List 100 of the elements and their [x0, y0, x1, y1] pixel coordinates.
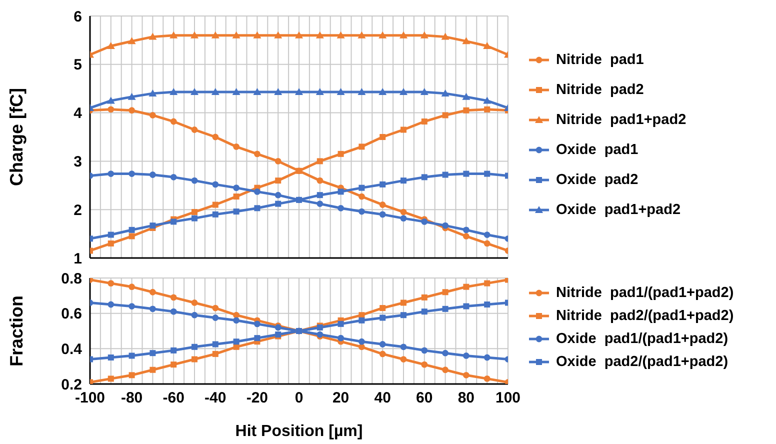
- point: [358, 31, 366, 38]
- point: [420, 88, 428, 95]
- point: [170, 118, 177, 125]
- point: [190, 31, 198, 38]
- point: [212, 304, 219, 312]
- point: [400, 312, 406, 318]
- point: [358, 338, 365, 345]
- point: [442, 172, 448, 178]
- point: [380, 305, 386, 312]
- point: [128, 303, 135, 310]
- point: [254, 335, 260, 342]
- point: [358, 88, 366, 95]
- point: [483, 96, 492, 104]
- point: [191, 177, 198, 184]
- point: [380, 314, 386, 321]
- point: [462, 92, 470, 100]
- point: [274, 158, 282, 164]
- point: [108, 170, 114, 177]
- point: [233, 194, 240, 200]
- point: [148, 32, 157, 40]
- point: [108, 301, 114, 308]
- point: [150, 306, 156, 312]
- point: [400, 344, 407, 350]
- x-tick-label: 60: [416, 390, 433, 407]
- y-axis-title: Fraction: [6, 295, 26, 367]
- point: [212, 314, 219, 321]
- legend-label: Oxide pad1+pad2: [556, 202, 681, 218]
- point: [463, 284, 470, 290]
- point: [128, 226, 135, 233]
- point: [108, 240, 114, 246]
- point: [212, 202, 218, 208]
- point: [128, 352, 135, 359]
- point: [296, 168, 302, 174]
- point: [128, 107, 135, 114]
- point: [128, 233, 135, 240]
- point: [192, 344, 198, 350]
- point: [484, 280, 490, 286]
- point: [358, 184, 365, 191]
- x-tick-label: 0: [294, 390, 304, 407]
- x-axis-title: Hit Position [µm]: [235, 423, 363, 440]
- point: [358, 312, 365, 318]
- point: [421, 174, 428, 180]
- point: [336, 31, 345, 38]
- point: [106, 42, 115, 50]
- point: [421, 118, 428, 125]
- point: [338, 334, 344, 342]
- y-tick-label: 5: [74, 56, 82, 74]
- point: [338, 204, 344, 212]
- point: [421, 294, 428, 300]
- point: [400, 31, 408, 38]
- point: [170, 218, 177, 225]
- point: [170, 294, 177, 301]
- point: [316, 158, 323, 164]
- legend-label: Oxide pad2/(pad1+pad2): [556, 354, 728, 370]
- point: [463, 303, 470, 310]
- point: [441, 32, 450, 40]
- point: [233, 344, 240, 350]
- x-tick-label: -20: [246, 390, 268, 407]
- point: [233, 143, 240, 150]
- x-tick-label: -80: [120, 390, 143, 407]
- point: [192, 215, 198, 222]
- point: [463, 372, 470, 378]
- point: [379, 202, 386, 208]
- point: [274, 192, 282, 198]
- point: [192, 356, 198, 362]
- point: [170, 88, 178, 95]
- point: [150, 172, 156, 178]
- point: [150, 112, 156, 118]
- x-tick-label: -40: [204, 390, 226, 407]
- point: [338, 188, 344, 195]
- point: [358, 344, 365, 350]
- point: [484, 376, 490, 382]
- point: [233, 184, 240, 192]
- legend-label: Oxide pad1/(pad1+pad2): [556, 330, 728, 346]
- point: [441, 89, 450, 96]
- point: [254, 320, 260, 328]
- point: [463, 107, 470, 114]
- point: [170, 347, 177, 354]
- line-series: [90, 170, 508, 242]
- point: [108, 232, 114, 238]
- point: [108, 354, 114, 360]
- point: [150, 350, 156, 356]
- legend-label: Nitride pad1/(pad1+pad2): [556, 284, 734, 300]
- point: [148, 89, 157, 96]
- legend-label: Oxide pad2: [556, 172, 638, 188]
- point: [233, 208, 240, 215]
- point: [212, 350, 218, 357]
- point: [484, 302, 490, 308]
- x-tick-label: -60: [162, 390, 184, 407]
- point: [150, 288, 156, 296]
- point: [191, 312, 198, 318]
- point: [358, 317, 365, 324]
- point: [338, 320, 344, 327]
- point: [233, 317, 240, 324]
- point: [400, 178, 406, 184]
- point: [379, 350, 386, 358]
- point: [150, 366, 156, 373]
- legend-label: Oxide pad1: [556, 142, 638, 158]
- point: [400, 126, 406, 133]
- point: [233, 312, 240, 318]
